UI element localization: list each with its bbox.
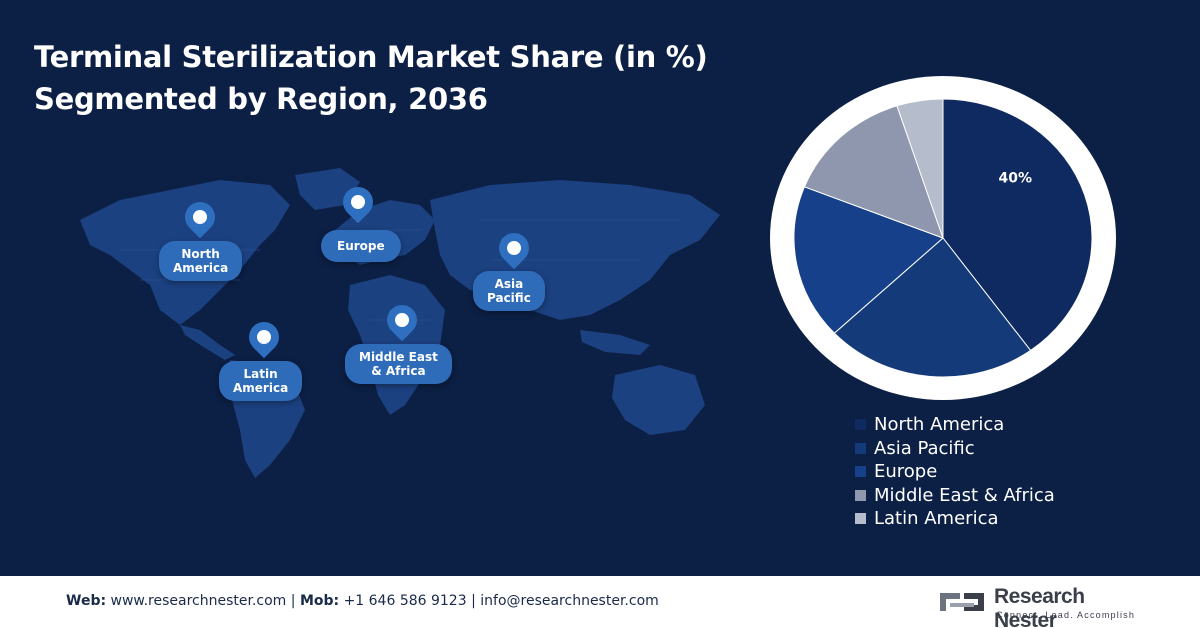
legend-item: Middle East & Africa: [855, 484, 1055, 508]
chart-title: Terminal Sterilization Market Share (in …: [34, 36, 708, 120]
latin-america-label: Latin America: [219, 361, 303, 401]
email-value: info@researchnester.com: [480, 593, 659, 609]
middle-east-africa-label: Middle East & Africa: [345, 344, 452, 384]
legend-swatch: [855, 419, 866, 431]
pie-slice-north-america: [942, 98, 1093, 352]
separator-2: |: [471, 593, 476, 609]
web-value: www.researchnester.com: [110, 593, 287, 609]
title-line-1: Terminal Sterilization Market Share (in …: [34, 40, 708, 74]
research-nester-logo-icon: [940, 593, 984, 611]
footer: Web: www.researchnester.com | Mob: +1 64…: [0, 576, 1200, 628]
legend-label: Latin America: [874, 508, 999, 530]
pie-slice-latin-america: [896, 98, 944, 239]
pie-chart: 40%: [770, 76, 1116, 400]
mob-value: +1 646 586 9123: [343, 593, 467, 609]
legend-item: Europe: [855, 460, 1055, 484]
legend-label: Europe: [874, 461, 938, 483]
legend-swatch: [855, 513, 866, 525]
central-america-shape: [180, 325, 235, 360]
asia-pacific-label: Asia Pacific: [473, 271, 545, 311]
web-label: Web:: [66, 593, 107, 609]
pie-data-label: 40%: [999, 170, 1033, 186]
australia-shape: [612, 365, 705, 435]
legend-swatch: [855, 489, 866, 501]
pie-chart-svg: 40%: [770, 76, 1116, 400]
legend-label: Asia Pacific: [874, 437, 975, 459]
legend-item: North America: [855, 413, 1055, 437]
mob-label: Mob:: [299, 593, 340, 609]
southeast-asia-shape: [580, 330, 650, 355]
legend-item: Asia Pacific: [855, 437, 1055, 461]
logo-name: Research Nester: [994, 585, 1085, 628]
contact-line: Web: www.researchnester.com | Mob: +1 64…: [66, 593, 659, 609]
title-line-2: Segmented by Region, 2036: [34, 82, 488, 116]
europe-label: Europe: [321, 230, 401, 262]
logo-tagline: Connect. Lead. Accomplish: [996, 610, 1136, 620]
legend-swatch: [855, 466, 866, 478]
research-nester-logo: Research Nester Connect. Lead. Accomplis…: [936, 585, 1146, 628]
pie-slice-asia-pacific: [833, 237, 1032, 378]
pie-slice-europe: [793, 186, 944, 334]
legend-swatch: [855, 442, 866, 454]
legend-label: Middle East & Africa: [874, 484, 1055, 506]
north-america-label: North America: [159, 241, 243, 281]
legend-label: North America: [874, 414, 1005, 436]
chart-legend: North America Asia Pacific Europe Middle Ea…: [855, 413, 1055, 531]
legend-item: Latin America: [855, 507, 1055, 531]
separator-1: |: [290, 593, 296, 609]
